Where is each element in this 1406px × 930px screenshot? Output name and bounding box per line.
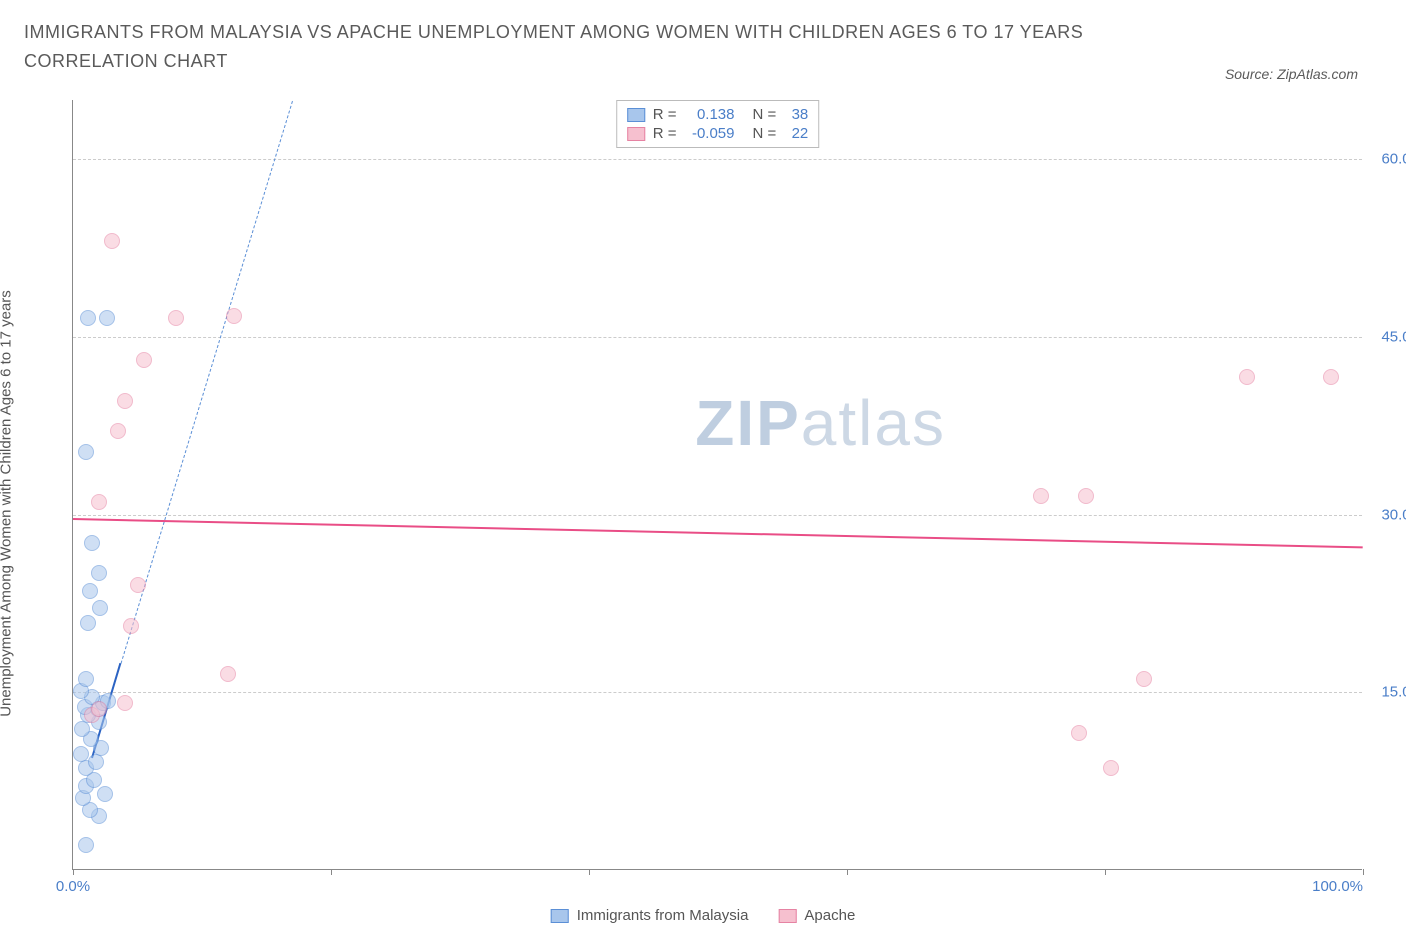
series-legend: Immigrants from Malaysia Apache bbox=[551, 907, 856, 924]
x-tick bbox=[589, 869, 590, 875]
data-point bbox=[91, 494, 107, 510]
legend-n-label: N = bbox=[753, 106, 777, 123]
data-point bbox=[220, 666, 236, 682]
data-point bbox=[78, 671, 94, 687]
data-point bbox=[1323, 369, 1339, 385]
data-point bbox=[73, 746, 89, 762]
watermark-atlas: atlas bbox=[801, 387, 946, 459]
data-point bbox=[110, 423, 126, 439]
legend-r-label: R = bbox=[653, 125, 677, 142]
legend-label: Apache bbox=[804, 907, 855, 924]
gridline-h bbox=[73, 159, 1362, 160]
legend-swatch bbox=[551, 909, 569, 923]
legend-r-value: 0.138 bbox=[685, 106, 735, 123]
data-point bbox=[130, 577, 146, 593]
legend-swatch bbox=[778, 909, 796, 923]
data-point bbox=[91, 565, 107, 581]
data-point bbox=[99, 310, 115, 326]
watermark: ZIPatlas bbox=[695, 386, 946, 460]
data-point bbox=[1136, 671, 1152, 687]
x-tick bbox=[73, 869, 74, 875]
chart-title: IMMIGRANTS FROM MALAYSIA VS APACHE UNEMP… bbox=[24, 18, 1164, 76]
data-point bbox=[78, 444, 94, 460]
x-tick bbox=[1363, 869, 1364, 875]
data-point bbox=[1078, 488, 1094, 504]
data-point bbox=[84, 535, 100, 551]
data-point bbox=[88, 754, 104, 770]
chart-source: Source: ZipAtlas.com bbox=[1225, 66, 1358, 82]
legend-row: R = 0.138 N = 38 bbox=[627, 105, 809, 124]
gridline-h bbox=[73, 515, 1362, 516]
data-point bbox=[168, 310, 184, 326]
x-tick bbox=[331, 869, 332, 875]
x-tick bbox=[847, 869, 848, 875]
legend-label: Immigrants from Malaysia bbox=[577, 907, 749, 924]
data-point bbox=[1033, 488, 1049, 504]
y-tick-label: 60.0% bbox=[1381, 151, 1406, 168]
data-point bbox=[82, 583, 98, 599]
data-point bbox=[1071, 725, 1087, 741]
legend-r-label: R = bbox=[653, 106, 677, 123]
data-point bbox=[117, 695, 133, 711]
gridline-h bbox=[73, 692, 1362, 693]
trend-line bbox=[120, 100, 293, 663]
legend-swatch bbox=[627, 127, 645, 141]
data-point bbox=[97, 786, 113, 802]
trend-line bbox=[73, 518, 1363, 548]
correlation-legend: R = 0.138 N = 38 R = -0.059 N = 22 bbox=[616, 100, 820, 148]
data-point bbox=[123, 618, 139, 634]
data-point bbox=[80, 310, 96, 326]
data-point bbox=[1103, 760, 1119, 776]
x-tick-label: 100.0% bbox=[1312, 878, 1363, 895]
watermark-zip: ZIP bbox=[695, 387, 801, 459]
data-point bbox=[136, 352, 152, 368]
legend-n-label: N = bbox=[753, 125, 777, 142]
legend-n-value: 38 bbox=[784, 106, 808, 123]
y-tick-label: 15.0% bbox=[1381, 684, 1406, 701]
plot-area: ZIPatlas R =0.138N =38R =-0.059N =22 15.… bbox=[72, 100, 1362, 870]
legend-r-value: -0.059 bbox=[685, 125, 735, 142]
y-tick-label: 30.0% bbox=[1381, 506, 1406, 523]
legend-n-value: 22 bbox=[784, 125, 808, 142]
x-tick-label: 0.0% bbox=[56, 878, 90, 895]
gridline-h bbox=[73, 337, 1362, 338]
data-point bbox=[92, 600, 108, 616]
chart-container: Unemployment Among Women with Children A… bbox=[24, 100, 1382, 890]
data-point bbox=[226, 308, 242, 324]
x-tick bbox=[1105, 869, 1106, 875]
y-axis-label: Unemployment Among Women with Children A… bbox=[0, 290, 15, 717]
data-point bbox=[78, 837, 94, 853]
data-point bbox=[74, 721, 90, 737]
legend-item: Apache bbox=[778, 907, 855, 924]
legend-row: R = -0.059 N = 22 bbox=[627, 124, 809, 143]
data-point bbox=[117, 393, 133, 409]
legend-swatch bbox=[627, 108, 645, 122]
data-point bbox=[1239, 369, 1255, 385]
data-point bbox=[80, 615, 96, 631]
y-tick-label: 45.0% bbox=[1381, 328, 1406, 345]
data-point bbox=[104, 233, 120, 249]
data-point bbox=[91, 701, 107, 717]
chart-header: IMMIGRANTS FROM MALAYSIA VS APACHE UNEMP… bbox=[24, 18, 1382, 76]
legend-item: Immigrants from Malaysia bbox=[551, 907, 749, 924]
